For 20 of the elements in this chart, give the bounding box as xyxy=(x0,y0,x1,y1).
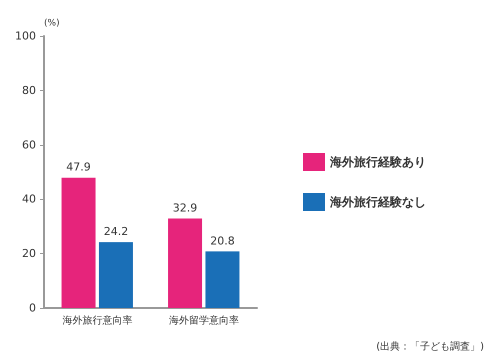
data-label: 32.9 xyxy=(172,202,198,215)
y-tick-label: 0 xyxy=(29,302,36,314)
y-tick-label: 40 xyxy=(22,192,36,206)
legend-label: 海外旅行経験なし xyxy=(329,195,426,209)
y-tick-label: 100 xyxy=(15,30,36,42)
data-label: 47.9 xyxy=(66,160,91,174)
bar xyxy=(168,218,202,308)
x-tick-label: 海外留学意向率 xyxy=(168,314,239,326)
y-axis-title: (%) xyxy=(44,18,60,28)
y-tick-label: 80 xyxy=(22,84,36,97)
x-tick-label: 海外旅行意向率 xyxy=(62,314,132,326)
y-tick-label: 20 xyxy=(22,247,36,260)
y-tick-label: 60 xyxy=(22,138,36,152)
bar xyxy=(98,242,133,308)
bar xyxy=(62,178,96,308)
data-label: 20.8 xyxy=(210,234,235,248)
legend-label: 海外旅行経験あり xyxy=(329,155,426,169)
text: (出典：「子ども調査」) xyxy=(376,340,484,352)
data-label: 24.2 xyxy=(104,225,128,238)
bar xyxy=(205,251,240,308)
